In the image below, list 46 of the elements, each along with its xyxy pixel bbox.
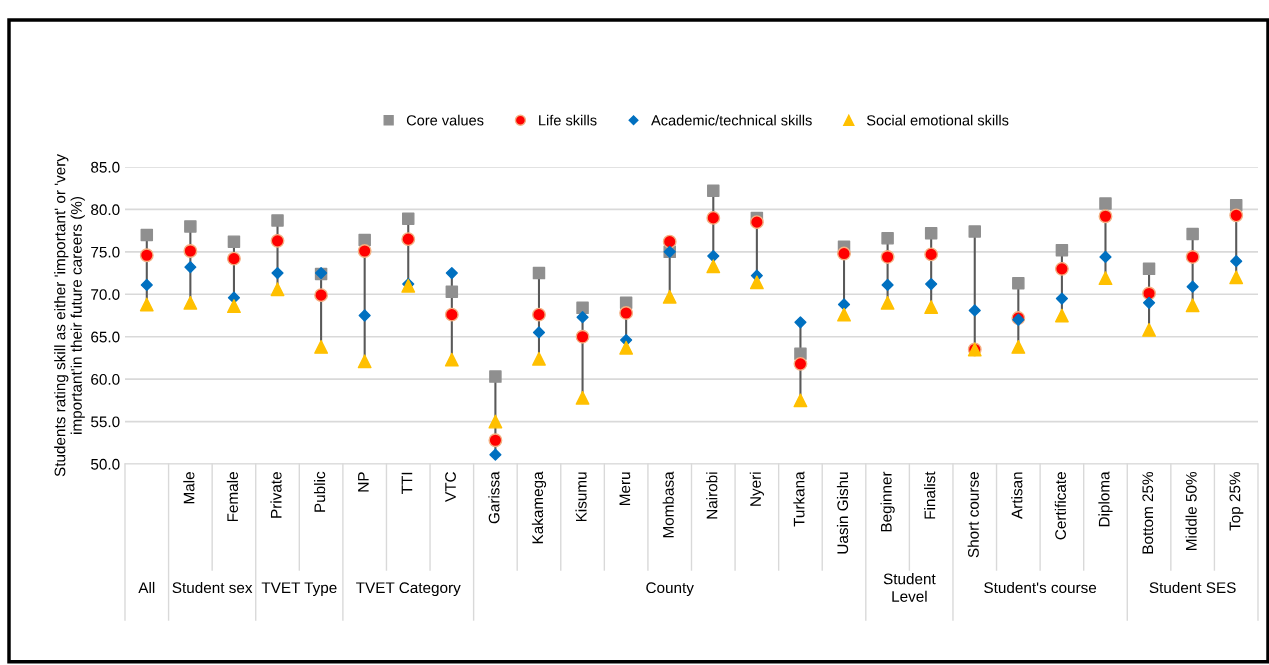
y-tick-label: 80.0 bbox=[91, 204, 120, 216]
text: Student Level bbox=[883, 573, 936, 602]
x-tick-label: Beginner bbox=[880, 471, 895, 532]
x-tick-label: Uasin Gishu bbox=[836, 472, 849, 554]
x-tick-label: NP bbox=[358, 472, 369, 492]
x-tick-label: TTI bbox=[401, 472, 413, 494]
legend-label: Academic/technical skills bbox=[651, 114, 812, 126]
y-tick-label: 65.0 bbox=[91, 331, 120, 343]
x-tick-label: Private bbox=[270, 472, 282, 518]
x-tick-label: Middle 50% bbox=[1185, 471, 1197, 550]
x-tick-label: Short course bbox=[967, 472, 979, 558]
y-tick-label: 75.0 bbox=[91, 246, 120, 258]
x-tick-label: Bottom 25% bbox=[1142, 471, 1154, 554]
x-tick-label: Kakamega bbox=[531, 471, 547, 544]
x-tick-label: Nairobi bbox=[706, 472, 718, 519]
y-tick-label: 70.0 bbox=[91, 289, 120, 300]
x-tick-label: Top 25% bbox=[1229, 471, 1244, 531]
x-tick-label: Diploma bbox=[1098, 471, 1113, 527]
x-tick-label: Mombasa bbox=[662, 471, 674, 538]
x-tick-label: Male bbox=[183, 472, 195, 504]
text: Student's course bbox=[984, 581, 1097, 594]
y-axis-title: Students rating skill as either 'important' or 'very important'in their future careers (%) bbox=[54, 154, 85, 477]
y-tick-label: 85.0 bbox=[91, 161, 120, 173]
x-tick-label: Kisumu bbox=[575, 472, 587, 522]
x-tick-label: Public bbox=[313, 471, 326, 512]
y-tick-label: 50.0 bbox=[91, 458, 120, 470]
text: TVET Type bbox=[261, 582, 337, 597]
text: All bbox=[138, 581, 155, 593]
x-tick-label: Certificate bbox=[1054, 472, 1067, 540]
x-tick-label: Finalist bbox=[924, 471, 936, 519]
x-tick-label: VTC bbox=[445, 472, 456, 502]
legend-label: Life skills bbox=[539, 114, 597, 126]
legend-label: Social emotional skills bbox=[866, 114, 1009, 126]
x-tick-label: Artisan bbox=[1011, 472, 1023, 519]
y-tick-label: 60.0 bbox=[91, 374, 120, 385]
x-tick-label: Nyeri bbox=[749, 472, 764, 506]
text: County bbox=[646, 582, 694, 597]
x-tick-label: Garissa bbox=[488, 471, 500, 524]
y-tick-label: 55.0 bbox=[91, 416, 120, 428]
x-tick-label: Meru bbox=[619, 472, 631, 505]
x-tick-label: Turkana bbox=[793, 471, 805, 527]
legend-label: Core values bbox=[406, 114, 484, 126]
text: TVET Category bbox=[356, 582, 461, 597]
text: Student SES bbox=[1149, 581, 1236, 594]
x-tick-label: Female bbox=[226, 472, 239, 522]
text: Student sex bbox=[172, 581, 253, 594]
